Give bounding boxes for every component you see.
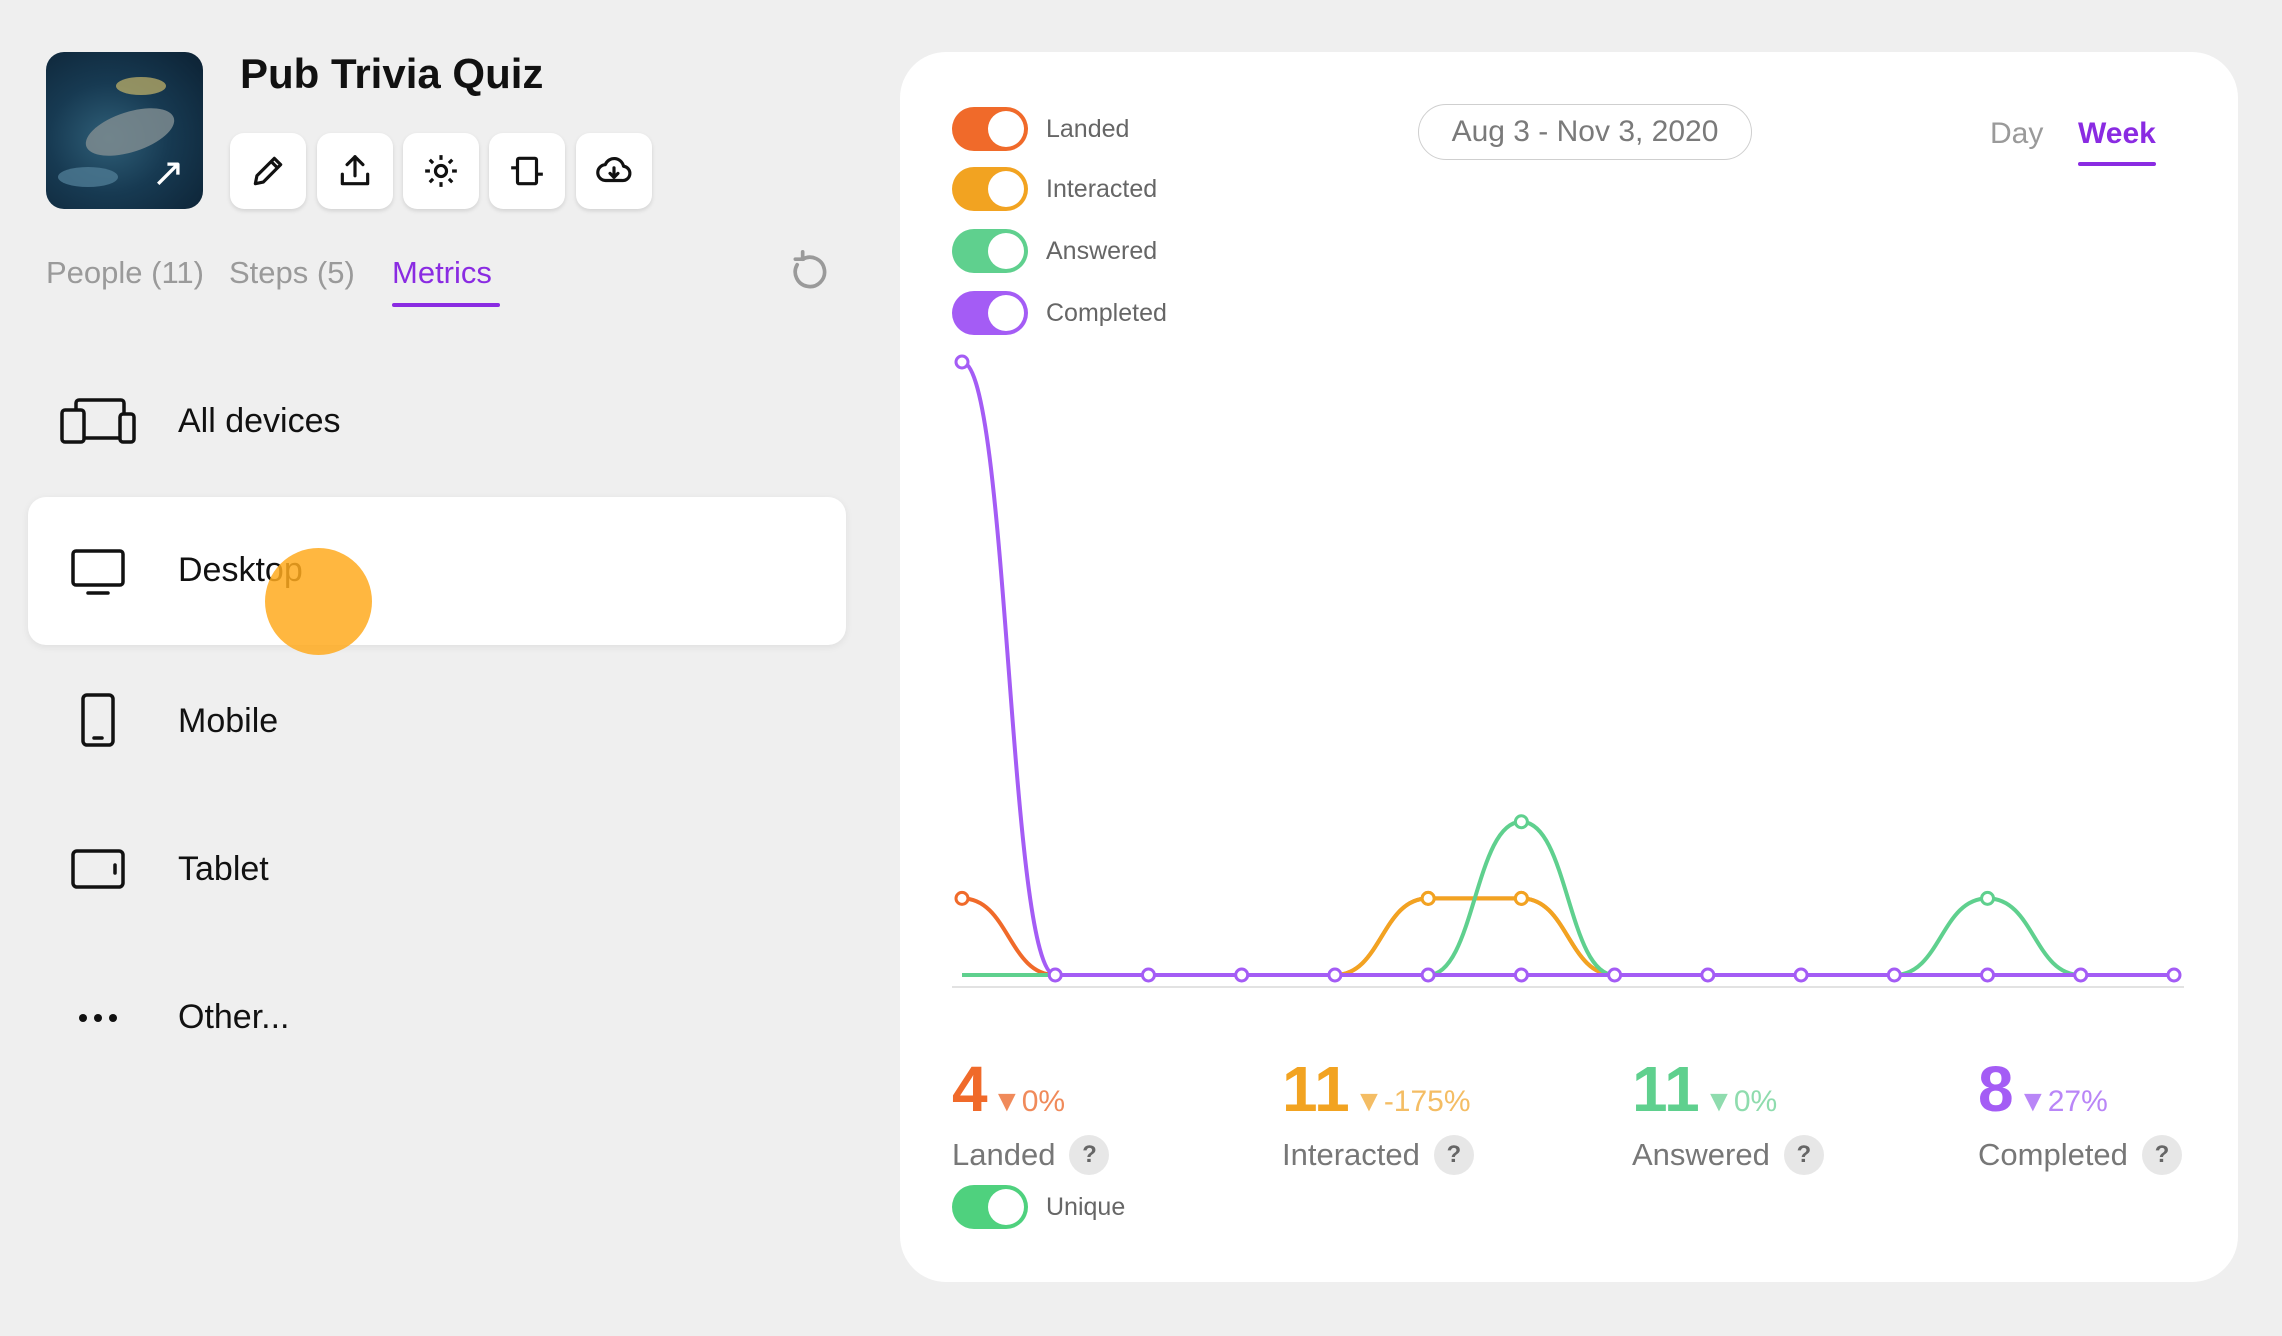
stat-interacted: 11 ▼-175% [1282, 1052, 1471, 1126]
data-point-landed [954, 890, 970, 906]
legend-label: Landed [1046, 114, 1130, 143]
stat-label-completed: Completed? [1978, 1135, 2182, 1175]
help-icon[interactable]: ? [1783, 1135, 1824, 1175]
stat-label-landed: Landed? [952, 1135, 1110, 1175]
data-point-completed [1234, 967, 1250, 983]
stat-landed: 4 ▼0% [952, 1052, 1065, 1126]
stat-delta: ▼27% [2018, 1085, 2108, 1118]
more-dots-icon [79, 1014, 117, 1022]
data-point-completed [954, 354, 970, 370]
stat-value: 4 [952, 1053, 988, 1125]
tab-metrics[interactable]: Metrics [392, 255, 492, 290]
period-active-underline [2078, 162, 2156, 166]
metrics-panel: Landed Interacted Answered Completed Aug… [900, 52, 2238, 1282]
legend-label: Answered [1046, 236, 1158, 265]
data-point-completed [1513, 967, 1529, 983]
stat-value: 11 [1282, 1053, 1350, 1125]
device-label: Tablet [178, 850, 269, 888]
data-point-completed [1420, 967, 1436, 983]
toggle-switch[interactable] [952, 167, 1028, 211]
share-button[interactable] [317, 133, 393, 209]
tab-active-underline [392, 303, 500, 307]
tab-steps[interactable]: Steps (5) [229, 255, 355, 290]
gear-icon [425, 155, 457, 187]
external-link-arrow-icon: ↗ [151, 150, 185, 196]
all-devices-icon [60, 398, 136, 444]
quiz-thumbnail[interactable]: ↗ [46, 52, 203, 209]
data-point-interacted [1513, 890, 1529, 906]
data-point-completed [1980, 967, 1996, 983]
stat-delta: ▼0% [992, 1085, 1066, 1118]
metrics-line-chart [952, 354, 2184, 988]
edit-button[interactable] [230, 133, 306, 209]
toggle-switch[interactable] [952, 107, 1028, 151]
help-icon[interactable]: ? [2141, 1135, 2182, 1175]
thumbnail-fish-shape [116, 77, 166, 95]
stat-value: 8 [1978, 1053, 2014, 1125]
desktop-icon [71, 549, 125, 595]
legend-toggle-answered[interactable]: Answered [952, 227, 1157, 275]
data-point-completed [1047, 967, 1063, 983]
pencil-icon [253, 156, 283, 186]
data-point-completed [1607, 967, 1623, 983]
data-point-completed [2166, 967, 2182, 983]
data-point-answered [1513, 814, 1529, 830]
device-row-tablet[interactable]: Tablet [28, 796, 846, 944]
series-line-completed [961, 360, 2174, 978]
period-week[interactable]: Week [2078, 117, 2156, 150]
legend-label: Interacted [1046, 174, 1158, 203]
quiz-title: Pub Trivia Quiz [240, 50, 544, 97]
data-point-completed [1327, 967, 1343, 983]
device-label: Other... [178, 998, 290, 1036]
device-label: Mobile [178, 702, 279, 740]
device-label: All devices [178, 402, 341, 440]
legend-toggle-landed[interactable]: Landed [952, 105, 1129, 153]
unique-label: Unique [1046, 1192, 1126, 1221]
toggle-switch[interactable] [952, 229, 1028, 273]
legend-toggle-interacted[interactable]: Interacted [952, 165, 1157, 213]
settings-button[interactable] [403, 133, 479, 209]
tablet-icon [71, 849, 125, 889]
data-point-completed [1700, 967, 1716, 983]
download-button[interactable] [576, 133, 652, 209]
help-icon[interactable]: ? [1069, 1135, 1110, 1175]
refresh-icon[interactable] [788, 250, 832, 294]
data-point-completed [2073, 967, 2089, 983]
legend-toggle-completed[interactable]: Completed [952, 289, 1167, 337]
share-upload-icon [340, 155, 370, 186]
device-row-all-devices[interactable]: All devices [28, 346, 846, 494]
toggle-switch[interactable] [952, 1185, 1028, 1229]
series-line-interacted [961, 896, 2174, 978]
legend-label: Completed [1046, 298, 1167, 327]
tab-people[interactable]: People (11) [46, 255, 204, 290]
mobile-icon [81, 693, 115, 747]
data-point-completed [1793, 967, 1809, 983]
date-range-picker[interactable]: Aug 3 - Nov 3, 2020 [1418, 104, 1752, 160]
click-cursor-indicator [265, 548, 372, 655]
device-row-other[interactable]: Other... [28, 944, 846, 1092]
stat-answered: 11 ▼0% [1632, 1052, 1777, 1126]
device-row-desktop[interactable]: Desktop [28, 497, 846, 645]
stat-label-answered: Answered? [1632, 1135, 1824, 1175]
data-point-completed [1886, 967, 1902, 983]
help-icon[interactable]: ? [1433, 1135, 1474, 1175]
period-day[interactable]: Day [1990, 117, 2044, 150]
stat-delta: ▼0% [1704, 1085, 1778, 1118]
data-point-interacted [1420, 890, 1436, 906]
embed-icon [511, 156, 543, 186]
stat-completed: 8 ▼27% [1978, 1052, 2108, 1126]
stat-label-interacted: Interacted? [1282, 1135, 1474, 1175]
toggle-switch[interactable] [952, 291, 1028, 335]
data-point-completed [1140, 967, 1156, 983]
embed-button[interactable] [489, 133, 565, 209]
cloud-download-icon [596, 156, 632, 183]
thumbnail-fish-shape [58, 167, 118, 187]
device-row-mobile[interactable]: Mobile [28, 646, 846, 794]
stat-value: 11 [1632, 1053, 1700, 1125]
unique-toggle[interactable]: Unique [952, 1183, 1125, 1231]
data-point-answered [1980, 890, 1996, 906]
stat-delta: ▼-175% [1354, 1085, 1471, 1118]
